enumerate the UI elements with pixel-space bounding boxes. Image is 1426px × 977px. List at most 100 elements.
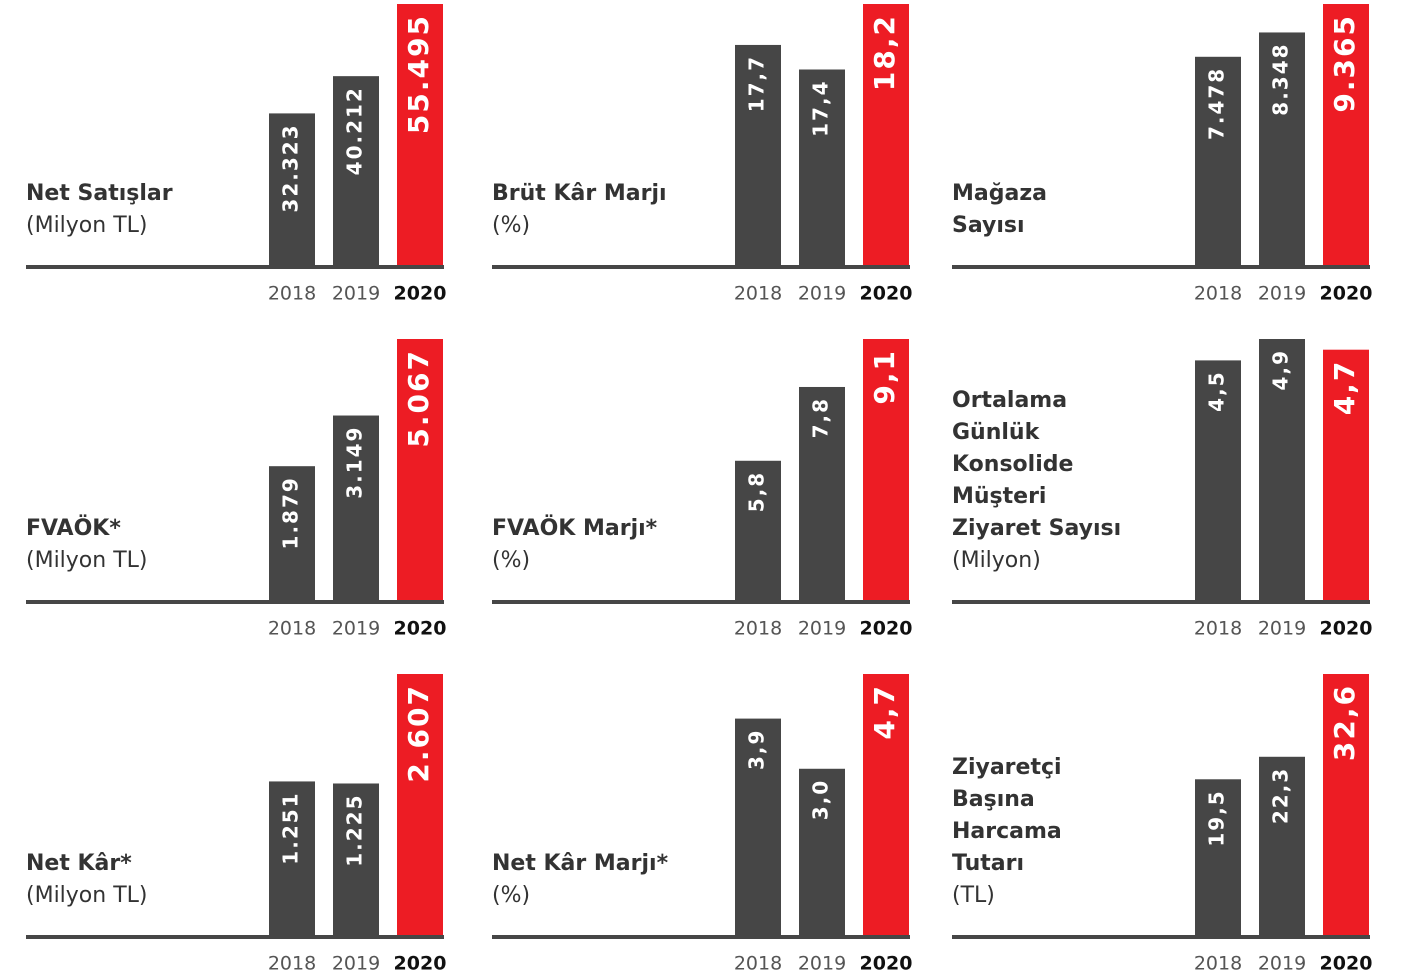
value-label: 18,2 bbox=[868, 14, 901, 91]
value-label: 22,3 bbox=[1269, 767, 1293, 824]
value-label: 7.478 bbox=[1205, 67, 1229, 140]
bar bbox=[397, 4, 443, 266]
value-label: 3.149 bbox=[343, 426, 367, 499]
x-tick-label: 2020 bbox=[394, 283, 447, 305]
x-tick-label: 2020 bbox=[1320, 283, 1373, 305]
value-label: 19,5 bbox=[1205, 789, 1229, 846]
x-tick-label: 2018 bbox=[734, 283, 782, 305]
bar bbox=[269, 466, 315, 601]
bar bbox=[1195, 360, 1241, 601]
chart-title: FVAÖK Marjı* bbox=[492, 515, 658, 541]
value-label: 17,7 bbox=[745, 55, 769, 112]
value-label: 4,5 bbox=[1205, 370, 1229, 411]
chart-title: Brüt Kâr Marjı bbox=[492, 181, 667, 206]
value-label: 40.212 bbox=[343, 86, 367, 175]
x-tick-label: 2019 bbox=[798, 953, 846, 975]
x-tick-label: 2019 bbox=[332, 618, 380, 640]
bar bbox=[1323, 674, 1369, 936]
chart-title: Başına bbox=[952, 787, 1035, 812]
x-tick-label: 2020 bbox=[1320, 953, 1373, 975]
bar bbox=[333, 415, 379, 601]
bar bbox=[799, 386, 845, 601]
chart-title: Harcama bbox=[952, 819, 1062, 844]
value-label: 32,6 bbox=[1328, 684, 1361, 761]
bar bbox=[1323, 4, 1369, 266]
chart-subtitle: (Milyon TL) bbox=[26, 213, 147, 238]
bar bbox=[863, 674, 909, 936]
x-tick-label: 2020 bbox=[860, 283, 913, 305]
value-label: 5.067 bbox=[402, 349, 435, 448]
bar bbox=[269, 113, 315, 266]
value-label: 7,8 bbox=[809, 397, 833, 438]
chart-subtitle: (%) bbox=[492, 213, 530, 238]
value-label: 32.323 bbox=[279, 123, 303, 212]
x-tick-label: 2018 bbox=[1194, 953, 1242, 975]
bar bbox=[735, 44, 781, 266]
x-tick-label: 2018 bbox=[268, 953, 316, 975]
chart-title: Net Satışlar bbox=[26, 181, 173, 206]
value-label: 17,4 bbox=[809, 80, 833, 137]
bar bbox=[269, 781, 315, 936]
bar bbox=[333, 783, 379, 936]
value-label: 1.251 bbox=[279, 791, 303, 864]
x-tick-label: 2018 bbox=[1194, 283, 1242, 305]
bar bbox=[735, 718, 781, 936]
x-tick-label: 2019 bbox=[332, 283, 380, 305]
chart-subtitle: (TL) bbox=[952, 883, 995, 908]
chart-subtitle: (%) bbox=[492, 883, 530, 908]
bar bbox=[799, 768, 845, 936]
bar bbox=[1259, 32, 1305, 266]
x-tick-label: 2020 bbox=[394, 618, 447, 640]
chart-title: Konsolide bbox=[952, 452, 1073, 477]
value-label: 8.348 bbox=[1269, 42, 1293, 115]
value-label: 9,1 bbox=[868, 349, 901, 405]
chart-title: Ortalama bbox=[952, 388, 1067, 413]
value-label: 9.365 bbox=[1328, 14, 1361, 113]
chart-title: Sayısı bbox=[952, 213, 1025, 238]
chart-title: Net Kâr* bbox=[26, 851, 132, 876]
bar bbox=[863, 4, 909, 266]
value-label: 4,9 bbox=[1269, 349, 1293, 390]
bar bbox=[799, 69, 845, 266]
chart-title: Ziyaretçi bbox=[952, 755, 1062, 780]
bar bbox=[1195, 779, 1241, 936]
x-tick-label: 2018 bbox=[268, 283, 316, 305]
chart-subtitle: (Milyon) bbox=[952, 548, 1041, 573]
bar bbox=[1195, 56, 1241, 266]
value-label: 4,7 bbox=[868, 684, 901, 740]
value-label: 4,7 bbox=[1328, 360, 1361, 416]
bar bbox=[863, 339, 909, 601]
x-tick-label: 2018 bbox=[1194, 618, 1242, 640]
value-label: 5,8 bbox=[745, 471, 769, 512]
x-tick-label: 2019 bbox=[332, 953, 380, 975]
value-label: 1.879 bbox=[279, 476, 303, 549]
x-tick-label: 2019 bbox=[1258, 618, 1306, 640]
x-tick-label: 2020 bbox=[1320, 618, 1373, 640]
x-tick-label: 2020 bbox=[860, 618, 913, 640]
chart-title: Tutarı bbox=[952, 851, 1024, 876]
bar bbox=[1323, 349, 1369, 601]
chart-title: Mağaza bbox=[952, 181, 1047, 206]
bar bbox=[1259, 339, 1305, 601]
x-tick-label: 2019 bbox=[798, 283, 846, 305]
x-tick-label: 2020 bbox=[394, 953, 447, 975]
value-label: 3,0 bbox=[809, 779, 833, 820]
bar bbox=[333, 76, 379, 266]
chart-subtitle: (Milyon TL) bbox=[26, 548, 147, 573]
x-tick-label: 2018 bbox=[734, 953, 782, 975]
chart-subtitle: (%) bbox=[492, 548, 530, 573]
value-label: 55.495 bbox=[402, 14, 435, 134]
chart-subtitle: (Milyon TL) bbox=[26, 883, 147, 908]
x-tick-label: 2019 bbox=[1258, 283, 1306, 305]
x-tick-label: 2018 bbox=[268, 618, 316, 640]
x-tick-label: 2020 bbox=[860, 953, 913, 975]
value-label: 1.225 bbox=[343, 793, 367, 866]
x-tick-label: 2018 bbox=[734, 618, 782, 640]
chart-title: Müşteri bbox=[952, 484, 1046, 509]
value-label: 2.607 bbox=[402, 684, 435, 783]
x-tick-label: 2019 bbox=[1258, 953, 1306, 975]
bar bbox=[735, 460, 781, 601]
bar bbox=[397, 674, 443, 936]
bar bbox=[1259, 756, 1305, 936]
